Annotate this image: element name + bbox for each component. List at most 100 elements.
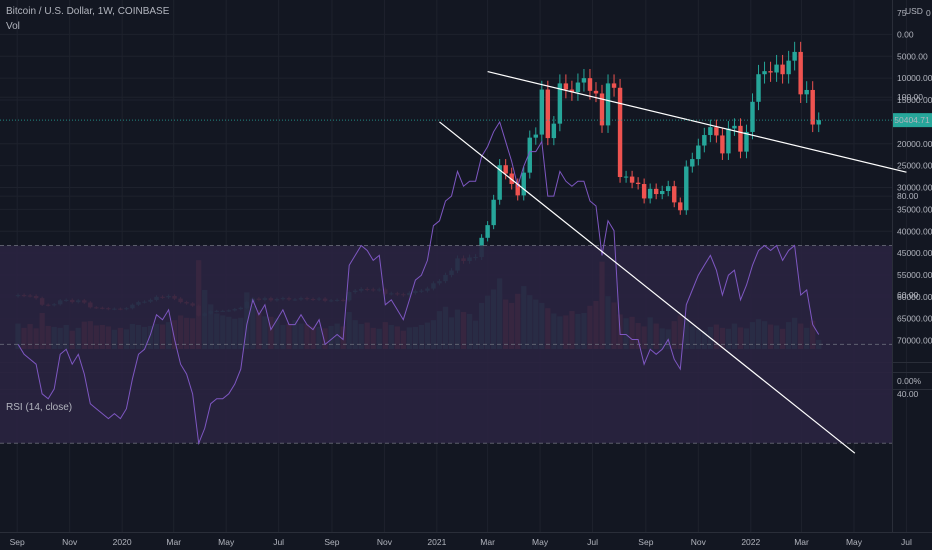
candle bbox=[599, 84, 605, 133]
candle-body bbox=[702, 135, 707, 146]
candle bbox=[810, 81, 815, 133]
time-tick-label: Sep bbox=[10, 537, 25, 547]
candle bbox=[738, 118, 743, 159]
candle-body bbox=[491, 199, 496, 226]
rsi-label[interactable]: RSI (14, close) bbox=[6, 402, 73, 413]
price-tick-label: 40000.00 bbox=[897, 226, 932, 236]
price-tick-label: 5000.00 bbox=[897, 51, 928, 61]
price-tick-label: 10000.00 bbox=[897, 73, 932, 83]
candle bbox=[702, 127, 707, 153]
candle-body bbox=[557, 83, 563, 124]
price-axis-top-label: 75 bbox=[897, 8, 907, 18]
candle bbox=[629, 170, 635, 189]
candle bbox=[635, 177, 641, 190]
candle-body bbox=[684, 166, 689, 211]
candle bbox=[593, 82, 599, 103]
candle-body bbox=[611, 83, 617, 88]
candle bbox=[762, 61, 767, 84]
candle-body bbox=[623, 176, 629, 178]
candle bbox=[708, 119, 713, 143]
price-tick-label: 15000.00 bbox=[897, 95, 932, 105]
candle-body bbox=[587, 78, 593, 91]
time-tick-label: Nov bbox=[62, 537, 78, 547]
price-tick-label: 55000.00 bbox=[897, 270, 932, 280]
candle bbox=[732, 118, 737, 136]
candle-body bbox=[605, 83, 611, 126]
rsi-line bbox=[17, 120, 820, 446]
last-price-badge bbox=[893, 113, 932, 128]
candle-body bbox=[786, 60, 791, 75]
candle-body bbox=[521, 172, 526, 196]
candle-body bbox=[563, 83, 569, 90]
candle-body bbox=[527, 137, 532, 173]
candle-body bbox=[774, 64, 779, 73]
time-tick-label: Jul bbox=[901, 537, 912, 547]
candle bbox=[521, 166, 526, 201]
time-tick-label: 2022 bbox=[741, 537, 760, 547]
time-tick-label: Mar bbox=[480, 537, 495, 547]
candle bbox=[678, 197, 683, 215]
time-tick-label: May bbox=[846, 537, 863, 547]
candle-body bbox=[545, 89, 551, 139]
symbol-title[interactable]: Bitcoin / U.S. Dollar, 1W, COINBASE bbox=[6, 6, 170, 17]
time-tick-label: Sep bbox=[324, 537, 339, 547]
candle bbox=[551, 116, 557, 146]
candle-body bbox=[569, 89, 575, 93]
candle bbox=[569, 80, 575, 101]
candle bbox=[720, 128, 725, 160]
candle bbox=[714, 119, 719, 143]
candle-body bbox=[551, 123, 557, 139]
candle-body bbox=[653, 188, 659, 195]
candle bbox=[587, 68, 593, 100]
candle bbox=[780, 54, 785, 84]
last-price-label: 50404.71 bbox=[894, 115, 930, 125]
candle-body bbox=[539, 89, 545, 135]
rsi-trendline bbox=[439, 121, 856, 454]
candle bbox=[515, 178, 520, 201]
candle-body bbox=[726, 128, 731, 154]
rsi-tick-label: 100.00 bbox=[897, 92, 923, 102]
candle-body bbox=[497, 165, 502, 200]
candle-body bbox=[593, 90, 599, 94]
candle-body bbox=[816, 120, 821, 125]
candle bbox=[768, 61, 773, 82]
candle bbox=[533, 127, 538, 145]
candle bbox=[605, 74, 611, 133]
time-tick-label: Jul bbox=[587, 537, 598, 547]
candle bbox=[557, 74, 563, 132]
price-axis-top-label: 0 bbox=[926, 8, 931, 18]
candle bbox=[666, 180, 671, 197]
candle-body bbox=[581, 78, 587, 83]
candle bbox=[647, 183, 653, 204]
candle bbox=[653, 183, 659, 200]
volume-label[interactable]: Vol bbox=[6, 21, 20, 32]
candle bbox=[617, 78, 623, 183]
candle bbox=[774, 54, 779, 82]
candle-body bbox=[690, 159, 695, 167]
currency-label: USD bbox=[905, 6, 923, 16]
candle-body bbox=[599, 93, 605, 126]
candle-body bbox=[708, 127, 713, 136]
price-tick-label: 20000.00 bbox=[897, 139, 932, 149]
candle bbox=[684, 160, 689, 215]
price-tick-label: 0.00 bbox=[897, 29, 914, 39]
candle bbox=[611, 74, 617, 97]
candle-body bbox=[515, 184, 520, 196]
candle bbox=[786, 50, 791, 84]
time-tick-label: Nov bbox=[691, 537, 707, 547]
time-tick-label: Sep bbox=[638, 537, 653, 547]
rsi-tick-label: 60.00 bbox=[897, 290, 919, 300]
time-tick-label: Mar bbox=[794, 537, 809, 547]
candle bbox=[804, 81, 809, 103]
candle-body bbox=[732, 125, 737, 129]
time-tick-label: 2021 bbox=[427, 537, 446, 547]
price-tick-label: 35000.00 bbox=[897, 204, 932, 214]
time-tick-label: May bbox=[218, 537, 235, 547]
candle-body bbox=[714, 127, 719, 136]
candle-body bbox=[798, 51, 803, 95]
candle-body bbox=[678, 202, 683, 211]
candle-body bbox=[575, 82, 581, 93]
candle bbox=[726, 121, 731, 160]
